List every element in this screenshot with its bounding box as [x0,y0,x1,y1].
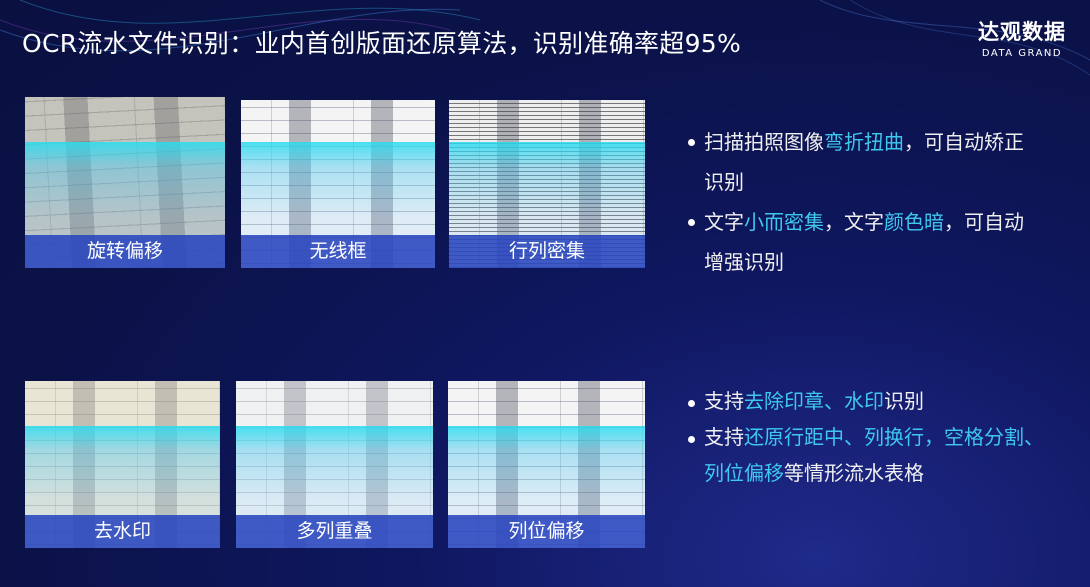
feature-list-top: 扫描拍照图像弯折扭曲，可自动矫正识别 文字小而密集，文字颜色暗，可自动增强识别 [688,122,1033,282]
bullet-text: 扫描拍照图像 [704,130,824,154]
bullet-text: 识别 [884,389,924,413]
bullet-item: 支持还原行距中、列换行，空格分割、列位偏移等情形流水表格 [688,419,1058,491]
logo-cn: 达观数据 [978,20,1066,44]
bullet-item: 支持去除印章、水印识别 [688,383,1058,419]
bullet-text: ，文字 [824,210,884,234]
card-rotation: 旋转偏移 [25,97,225,268]
logo: 达观数据 DATA GRAND [978,16,1066,59]
card-label: 去水印 [25,515,220,548]
card-label: 列位偏移 [448,515,645,548]
bullet-text: ，可自动增强识别 [704,210,1024,274]
card-dense: 行列密集 [449,100,645,268]
highlight-text: 还原行距中、列换行，空格分割、列位偏移 [704,425,1044,485]
highlight-text: 小而密集 [744,210,824,234]
bullet-item: 文字小而密集，文字颜色暗，可自动增强识别 [688,202,1033,282]
bullet-text: 等情形流水表格 [784,461,924,485]
feature-list-bottom: 支持去除印章、水印识别 支持还原行距中、列换行，空格分割、列位偏移等情形流水表格 [688,383,1058,491]
bullet-text: 支持 [704,389,744,413]
highlight-text: 颜色暗 [884,210,944,234]
card-label: 旋转偏移 [25,235,225,268]
bullet-text: 文字 [704,210,744,234]
card-overlap: 多列重叠 [236,381,433,548]
card-label: 行列密集 [449,235,645,268]
decorative-waves [0,0,1090,76]
logo-en: DATA GRAND [981,48,1063,59]
bullet-item: 扫描拍照图像弯折扭曲，可自动矫正识别 [688,122,1033,202]
card-label: 多列重叠 [236,515,433,548]
card-watermark: 去水印 [25,381,220,548]
bullet-text: ，可自动矫正识别 [704,130,1024,194]
card-no-border: 无线框 [241,100,435,268]
card-label: 无线框 [241,235,435,268]
highlight-text: 去除印章、水印 [744,389,884,413]
bullet-text: 支持 [704,425,744,449]
highlight-text: 弯折扭曲 [824,130,904,154]
page-title: OCR流水文件识别：业内首创版面还原算法，识别准确率超95% [22,29,742,58]
card-column-offset: 列位偏移 [448,381,645,548]
